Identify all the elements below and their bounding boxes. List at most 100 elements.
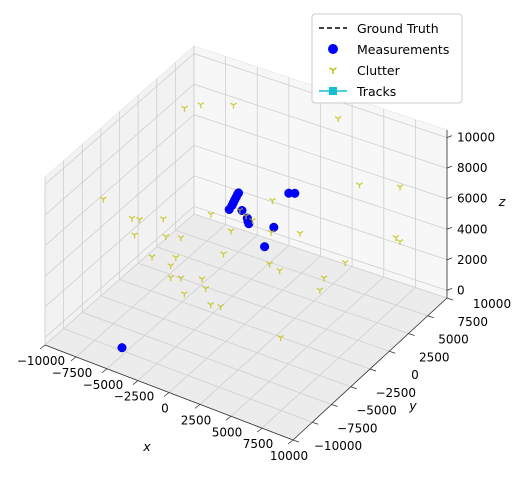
grid-line-z (44, 205, 448, 338)
clutter-point (167, 274, 175, 282)
x-tick-label: −7500 (52, 366, 93, 380)
z-tick-label: 2000 (457, 253, 488, 267)
z-tick-label: 10000 (457, 131, 495, 145)
legend-clutter-marker (329, 67, 337, 74)
legend-tracks-marker (329, 87, 337, 95)
clutter-point (266, 261, 273, 268)
measurement-point (237, 205, 247, 216)
y-tick-label: 10000 (473, 297, 511, 311)
clutter-point (267, 229, 275, 237)
grid-line-y (119, 111, 371, 370)
clutter-point (334, 116, 342, 123)
measurement-point (117, 343, 127, 353)
z-axis-label: z (498, 194, 506, 209)
clutter-point (236, 207, 244, 214)
x-tick-label: −2500 (114, 390, 155, 404)
clutter-point (167, 263, 175, 270)
grid-line-y (63, 160, 313, 423)
clutter-point (227, 228, 235, 235)
z-tick-label: 0 (457, 283, 465, 297)
y-tick-label: −5000 (356, 404, 397, 418)
y-tick-label: −10000 (314, 439, 362, 453)
clutter-point (180, 291, 188, 298)
x-tick-mark (132, 380, 139, 385)
clutter-point (162, 234, 170, 241)
y-tick-mark (331, 404, 338, 407)
clutter-point (220, 251, 227, 258)
y-tick-label: −7500 (337, 421, 378, 435)
grid-line-y (137, 95, 390, 352)
y-axis-label: y (408, 398, 417, 413)
clutter-point (99, 196, 107, 203)
measurement-point (224, 204, 234, 215)
legend: Ground Truth Measurements Clutter Tracks (311, 13, 463, 104)
y-tick-mark (369, 368, 377, 372)
clutter-point (197, 102, 205, 109)
grid-line-z (44, 175, 448, 308)
legend-measurements-marker (328, 44, 338, 54)
x-tick-mark (225, 415, 232, 421)
measurement-point (284, 188, 294, 198)
clutter-point (277, 334, 285, 341)
clutter-point (392, 234, 400, 242)
clutter-point (268, 197, 276, 205)
y-tick-label: 2500 (419, 350, 450, 364)
clutter-point (131, 232, 139, 239)
x-tick-label: 5000 (212, 425, 243, 439)
z-tick-label: 4000 (457, 222, 488, 236)
grid-line-y (174, 62, 428, 317)
z-tick-mark (446, 196, 453, 200)
clutter-point (341, 259, 349, 267)
clutter-point (128, 215, 136, 222)
x-tick-mark (287, 439, 294, 445)
x-tick-mark (70, 356, 77, 362)
z-tick-label: 6000 (457, 192, 488, 206)
clutter-point (242, 213, 250, 220)
clutter-point (396, 184, 404, 191)
legend-tracks-label: Tracks (356, 84, 396, 99)
x-tick-label: 2500 (181, 413, 212, 427)
y-tick-mark (389, 350, 396, 354)
y-tick-label: 7500 (457, 315, 488, 329)
y-tick-mark (408, 333, 415, 336)
z-tick-mark (446, 165, 453, 169)
x-tick-mark (256, 427, 263, 433)
y-tick-mark (350, 386, 357, 390)
x-tick-label: 0 (161, 402, 169, 416)
grid-line-z (44, 114, 448, 247)
measurement-point (269, 222, 279, 232)
clutter-point (207, 302, 215, 309)
y-tick-label: 0 (411, 368, 419, 382)
grid-line-y (100, 127, 351, 388)
clutter-point (230, 102, 237, 109)
clutter-point (181, 105, 188, 112)
grid-line-y (156, 78, 409, 334)
x-tick-label: 10000 (270, 449, 308, 463)
clutter-point (177, 235, 185, 242)
x-tick-mark (163, 392, 170, 397)
series-clutter (99, 102, 404, 341)
legend-frame (311, 13, 463, 104)
y-tick-label: 5000 (438, 333, 469, 347)
z-tick-mark (446, 226, 453, 230)
grid-line-z (44, 53, 448, 185)
x-tick-label: 7500 (243, 437, 274, 451)
legend-clutter-label: Clutter (357, 63, 401, 78)
clutter-point (172, 254, 180, 262)
z-tick-mark (446, 135, 453, 139)
y-tick-mark (446, 297, 454, 301)
measurement-point (244, 219, 254, 229)
clutter-point (202, 286, 210, 293)
y-tick-label: −2500 (375, 386, 416, 400)
clutter-point (396, 239, 404, 246)
clutter-point (316, 287, 324, 294)
clutter-point (296, 230, 304, 237)
x-tick-label: −5000 (83, 378, 124, 392)
y-tick-mark (292, 439, 300, 443)
x-tick-mark (101, 368, 108, 374)
grid-line-z (44, 83, 448, 216)
clutter-point (148, 254, 156, 261)
measurement-point (233, 188, 244, 198)
grid-line-y (81, 144, 332, 405)
z-tick-label: 8000 (457, 161, 488, 175)
